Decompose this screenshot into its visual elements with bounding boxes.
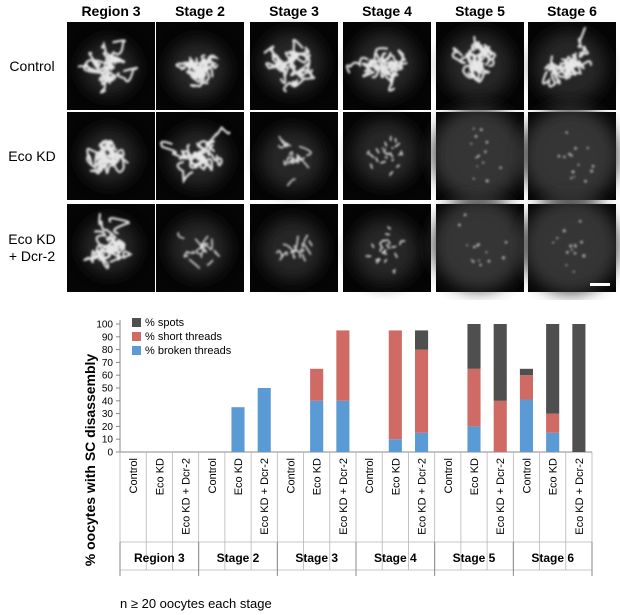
x-category-label: Control (128, 458, 140, 493)
bar-segment-short-threads (467, 368, 481, 427)
row-label-eco-kd: Eco KD (8, 148, 55, 164)
group-label-stage-5: Stage 5 (453, 551, 496, 565)
legend-label-spots: % spots (145, 317, 185, 329)
bar-segment-broken-threads (257, 388, 271, 452)
bar-segment-broken-threads (231, 407, 245, 452)
y-tick-label: 70 (102, 358, 114, 369)
y-tick-label: 100 (96, 320, 113, 331)
micrograph-control-region-3 (67, 22, 155, 110)
micrograph-eco-kd-plus-dcr-2-stage-4 (343, 204, 431, 292)
micrograph-eco-kd-region-3 (67, 112, 155, 200)
bar-segment-broken-threads (388, 439, 402, 452)
y-tick-label: 40 (102, 396, 114, 407)
micrograph-eco-kd-plus-dcr-2-region-3 (67, 204, 155, 292)
bar-segment-short-threads (493, 400, 507, 452)
legend-swatch-short-threads (132, 332, 141, 341)
bar-segment-spots (415, 330, 429, 350)
micrograph-control-stage-3 (250, 22, 338, 110)
column-label-stage-6: Stage 6 (547, 3, 597, 19)
column-label-stage-3: Stage 3 (269, 3, 319, 19)
group-label-region-3: Region 3 (134, 551, 185, 565)
y-axis-title: % oocytes with SC disassembly (82, 354, 98, 567)
micrograph-control-stage-4 (343, 22, 431, 110)
sc-disassembly-chart: % oocytes with SC disassembly % spots% s… (82, 317, 593, 611)
bar-segment-short-threads (336, 330, 350, 401)
micrograph-eco-kd-stage-3 (250, 112, 338, 200)
bar-segment-spots (546, 324, 560, 414)
x-category-label: Control (364, 458, 376, 493)
micrograph-control-stage-2 (156, 22, 244, 110)
x-category-label: Eco KD + Dcr-2 (259, 458, 271, 535)
chart-legend: % spots % short threads % broken threads (132, 317, 232, 357)
y-tick-label: 20 (102, 422, 114, 433)
x-category-label: Eco KD + Dcr-2 (181, 458, 193, 535)
y-tick-label: 90 (102, 332, 114, 343)
bar-segment-short-threads (519, 375, 533, 400)
bar-segment-spots (467, 324, 481, 369)
bar-segment-short-threads (388, 330, 402, 440)
group-label-stage-3: Stage 3 (295, 551, 338, 565)
micrograph-control-stage-5 (436, 22, 524, 110)
micrograph-eco-kd-plus-dcr-2-stage-6 (522, 197, 619, 294)
micrograph-panel: Region 3 Stage 2 Stage 3 Stage 4 Stage 5 Stag… (8, 3, 619, 294)
y-tick-label: 50 (102, 384, 114, 395)
x-category-label: Eco KD (469, 458, 481, 495)
bar-segment-broken-threads (415, 432, 429, 452)
group-label-stage-2: Stage 2 (217, 551, 260, 565)
bar-segment-broken-threads (546, 432, 560, 452)
micrograph-eco-kd-plus-dcr-2-stage-5 (432, 197, 526, 292)
y-tick-label: 60 (102, 371, 114, 382)
y-tick-label: 30 (102, 409, 114, 420)
x-category-label: Eco KD (548, 458, 560, 495)
legend-swatch-broken-threads (132, 346, 141, 355)
bar-segment-spots (519, 368, 533, 376)
y-tick-label: 80 (102, 345, 114, 356)
y-tick-label: 0 (107, 448, 113, 459)
bar-segment-short-threads (415, 349, 429, 433)
bar-segment-spots (493, 324, 507, 401)
micrograph-eco-kd-plus-dcr-2-stage-3 (250, 204, 338, 292)
bar-segment-short-threads (310, 368, 324, 401)
x-category-label: Eco KD (154, 458, 166, 495)
bar-segment-broken-threads (519, 399, 533, 452)
x-category-label: Control (207, 458, 219, 493)
x-category-label: Eco KD (233, 458, 245, 495)
x-category-label: Control (443, 458, 455, 493)
bar-segment-broken-threads (467, 426, 481, 452)
legend-label-short-threads: % short threads (145, 331, 223, 343)
legend-label-broken-threads: % broken threads (145, 345, 232, 357)
legend-swatch-spots (132, 318, 141, 327)
column-label-stage-5: Stage 5 (455, 3, 505, 19)
x-category-label: Eco KD + Dcr-2 (417, 458, 429, 535)
row-label-control: Control (9, 58, 54, 74)
bar-segment-broken-threads (310, 400, 324, 452)
column-label-stage-2: Stage 2 (175, 3, 225, 19)
scale-bar (590, 283, 610, 286)
bar-segment-broken-threads (336, 400, 350, 452)
y-tick-label: 10 (102, 435, 114, 446)
group-label-stage-6: Stage 6 (531, 551, 574, 565)
micrograph-eco-kd-stage-5 (431, 107, 525, 201)
bar-segment-short-threads (546, 413, 560, 433)
micrograph-eco-kd-stage-6 (522, 107, 619, 204)
x-category-label: Control (521, 458, 533, 493)
x-category-label: Control (285, 458, 297, 493)
column-label-stage-4: Stage 4 (362, 3, 412, 19)
micrograph-control-stage-6 (528, 22, 616, 110)
row-label-eco-kd-plus-dcr-2: Eco KD + Dcr-2 (8, 231, 55, 264)
micrograph-eco-kd-plus-dcr-2-stage-2 (156, 204, 244, 292)
x-category-label: Eco KD + Dcr-2 (338, 458, 350, 535)
bar-segment-spots (572, 324, 586, 452)
x-category-label: Eco KD + Dcr-2 (495, 458, 507, 535)
x-category-label: Eco KD (390, 458, 402, 495)
x-category-label: Eco KD (312, 458, 324, 495)
group-label-stage-4: Stage 4 (374, 551, 417, 565)
chart-footnote: n ≥ 20 oocytes each stage (120, 596, 272, 611)
micrograph-eco-kd-stage-2 (156, 112, 244, 200)
x-category-label: Eco KD + Dcr-2 (574, 458, 586, 535)
micrograph-eco-kd-stage-4 (343, 112, 431, 200)
column-label-region-3: Region 3 (81, 3, 140, 19)
